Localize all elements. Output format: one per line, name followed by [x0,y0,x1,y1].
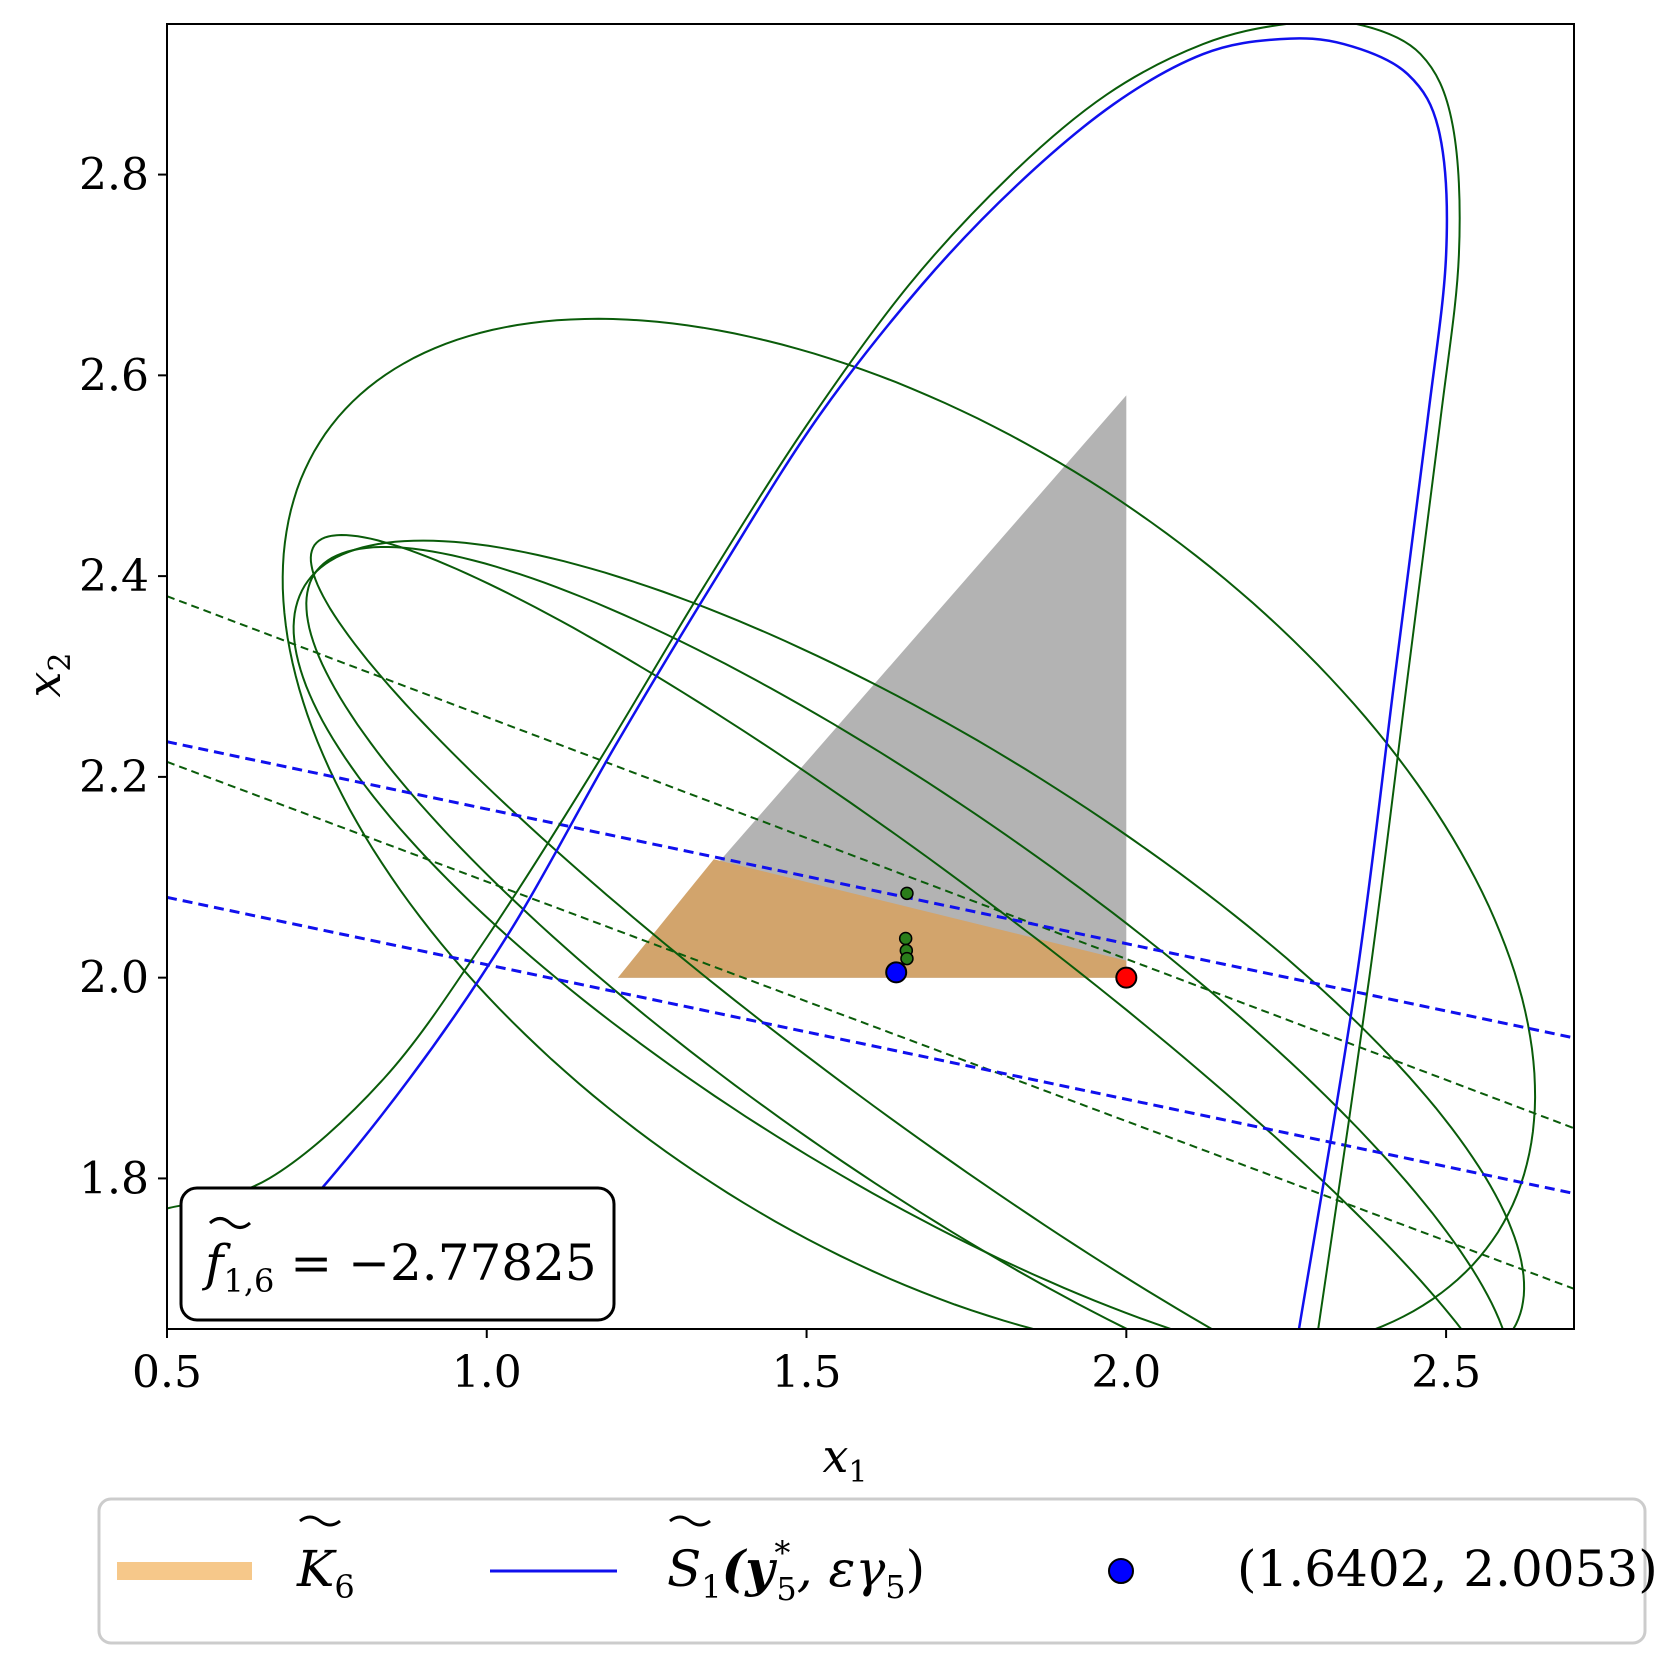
green-ellipse-3 [309,533,1463,1329]
x-tick-label-2: 1.5 [772,1347,842,1398]
y-axis-label: x2 [17,652,78,697]
legend-frame [97,1497,1647,1645]
legend-close: ) [906,1540,926,1598]
legend-tilde-s [669,1515,711,1527]
green-dashed-line-0 [167,595,1574,1130]
svg-text:S1(y*5, εγ5): S1(y* 5, εγ5) [667,1534,925,1608]
axis-ticks: 0.5 1.0 1.5 2.0 2.5 1.8 2.0 2.2 2.4 2.6 2.8 [79,150,1481,1398]
svg-text:K6: K6 [296,1540,355,1606]
y-tick-label-4: 2.6 [79,350,149,401]
y-tick-label-2: 2.2 [79,752,149,803]
legend-sub-5b: 5 [885,1568,905,1606]
legend: K6 S1(y* 5, εγ5) (1.6402, 2.0053) [97,1497,1658,1645]
legend-sub-5a: 5 [776,1570,796,1608]
legend-label-s: S [667,1540,701,1598]
plot-area [167,24,1574,1329]
legend-sup-star: * [774,1534,790,1572]
y-tick-label-0: 1.8 [79,1153,149,1204]
tilde-mark [208,1217,252,1229]
y-tick-label-5: 2.8 [79,150,149,201]
green-ellipse-0 [281,317,1537,1329]
blue-point [885,961,908,984]
green-dashed-line-1 [167,760,1574,1290]
x-tick-label-0: 0.5 [132,1347,202,1398]
x-tick-label-3: 2.0 [1091,1347,1161,1398]
y-tick-label-1: 2.0 [79,953,149,1004]
annotation-sub: 1,6 [224,1262,275,1300]
plot-frame [166,23,1575,1330]
x-tick-label-1: 1.0 [452,1347,522,1398]
legend-open-y: (y [722,1539,778,1598]
legend-eps-gamma: , εγ [797,1540,886,1598]
legend-tilde-k [299,1515,341,1527]
legend-label-point: (1.6402, 2.0053) [1237,1540,1658,1598]
legend-sub-k: 6 [334,1568,354,1606]
legend-marker-blue [1108,1558,1134,1584]
gray-region [617,395,1127,978]
green-curve [167,24,1461,1329]
x-axis-label: x1 [822,1429,867,1490]
green-point-3 [900,951,914,966]
legend-sub-s: 1 [701,1568,721,1606]
legend-label-k: K [296,1540,337,1598]
x-tick-label-4: 2.5 [1411,1347,1481,1398]
y-tick-label-3: 2.4 [79,551,149,602]
green-point-1 [898,931,913,946]
green-point-0 [900,886,914,901]
annotation-box: f1,6 = −2.77825 [179,1186,616,1322]
annotation-value: = −2.77825 [274,1234,596,1292]
green-ellipse-2 [305,546,1504,1329]
orange-region [617,859,1127,978]
red-point [1115,966,1138,989]
blue-curve [204,37,1449,1329]
svg-text:f1,6 = −2.77825: f1,6 = −2.77825 [201,1234,597,1300]
